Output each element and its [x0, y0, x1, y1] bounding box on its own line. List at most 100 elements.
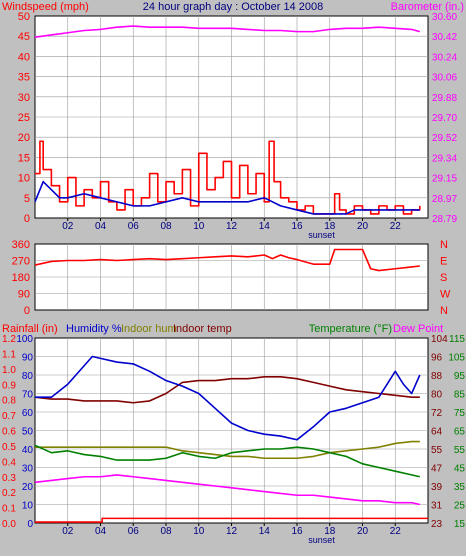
wind-ytick-label-7: 35	[18, 72, 30, 84]
dew-point-title: Dew Point	[393, 323, 443, 335]
wind-ytick-label-2: 10	[18, 173, 30, 185]
wind-xtick-label-4: 10	[193, 221, 205, 232]
baro-ytick-label-0: 28.79	[432, 214, 457, 225]
wind-ytick-label-0: 0	[24, 213, 30, 225]
rain-ytick-label-12: 1.2	[2, 334, 16, 345]
temp-ytick-label-10: 104	[431, 334, 448, 345]
temp-ytick-label-6: 72	[431, 408, 443, 419]
humidity-ytick-label-4: 40	[22, 445, 34, 456]
windspeed-line	[35, 140, 421, 215]
baro-ytick-label-8: 30.24	[432, 52, 457, 63]
wind-left-axis-title: Windspeed (mph)	[2, 1, 89, 13]
direction-ytick-label-0: 0	[24, 305, 30, 317]
temp-ytick-label-4: 55	[431, 445, 443, 456]
compass-label-2: S	[440, 272, 447, 284]
baro-ytick-label-7: 30.06	[432, 73, 457, 84]
compass-label-3: E	[440, 256, 447, 268]
dew-ytick-label-2: 35	[454, 482, 466, 493]
wind-ytick-label-10: 50	[18, 11, 30, 23]
humidity-ytick-label-0: 0	[27, 519, 33, 530]
compass-label-1: W	[440, 289, 451, 301]
dew-ytick-label-4: 55	[454, 445, 466, 456]
dew-ytick-label-3: 45	[454, 464, 466, 475]
temp-ytick-label-3: 47	[431, 464, 443, 475]
temp-xtick-label-1: 04	[95, 526, 107, 537]
compass-label-4: N	[440, 239, 448, 251]
humidity-ytick-label-3: 30	[22, 464, 34, 475]
temp-xtick-label-7: 16	[291, 526, 303, 537]
direction-ytick-label-3: 270	[12, 256, 30, 268]
temp-xtick-label-9: 20	[357, 526, 369, 537]
rain-ytick-label-2: 0.2	[2, 488, 16, 499]
baro-ytick-label-6: 29.88	[432, 93, 457, 104]
humidity-ytick-label-8: 80	[22, 371, 34, 382]
humidity-ytick-label-1: 10	[22, 501, 34, 512]
wind-ytick-label-6: 30	[18, 92, 30, 104]
temp-xtick-label-3: 08	[160, 526, 172, 537]
temp-sunset-label: sunset	[308, 535, 335, 545]
temp-ytick-label-5: 64	[431, 427, 443, 438]
temp-xtick-label-10: 22	[390, 526, 402, 537]
windspeed-avg-line	[34, 180, 420, 215]
dew-ytick-label-5: 65	[454, 427, 466, 438]
rain-ytick-label-1: 0.1	[2, 504, 16, 515]
rain-ytick-label-5: 0.5	[2, 442, 16, 453]
wind-xtick-label-2: 06	[128, 221, 140, 232]
wind-ytick-label-4: 20	[18, 132, 30, 144]
rain-ytick-label-9: 0.9	[2, 380, 16, 391]
rainfall-title: Rainfall (in)	[2, 323, 58, 335]
dew-point-line	[34, 474, 420, 506]
rain-ytick-label-0: 0.0	[2, 519, 16, 530]
direction-ytick-label-4: 360	[12, 239, 30, 251]
compass-label-0: N	[440, 305, 448, 317]
temp-ytick-label-8: 88	[431, 371, 443, 382]
wind-ytick-label-3: 15	[18, 152, 30, 164]
wind-xtick-label-6: 14	[259, 221, 271, 232]
humidity-line	[35, 355, 421, 441]
temp-ytick-label-2: 39	[431, 482, 443, 493]
rain-ytick-label-8: 0.8	[2, 396, 16, 407]
humidity-ytick-label-6: 60	[22, 408, 34, 419]
dew-ytick-label-7: 85	[454, 390, 466, 401]
wind-sunset-label: sunset	[308, 230, 335, 240]
wind-ytick-label-1: 5	[24, 193, 30, 205]
dew-ytick-label-10: 115	[449, 334, 465, 345]
wind-xtick-label-8: 18	[324, 221, 336, 232]
dew-ytick-label-1: 25	[454, 501, 466, 512]
wind-ytick-label-9: 45	[18, 31, 30, 43]
indoor-temp-title: Indoor temp	[173, 323, 232, 335]
humidity-ytick-label-7: 70	[22, 390, 34, 401]
wind-xtick-label-10: 22	[390, 221, 402, 232]
rainfall-line	[35, 517, 428, 523]
chart-title: 24 hour graph day : October 14 2008	[143, 1, 323, 13]
rain-ytick-label-4: 0.4	[2, 457, 16, 468]
wind-xtick-label-9: 20	[357, 221, 369, 232]
indoor-hum-title: Indoor hum	[121, 323, 177, 335]
wind-xtick-label-3: 08	[160, 221, 172, 232]
baro-ytick-label-9: 30.42	[432, 32, 457, 43]
humidity-ytick-label-10: 100	[16, 334, 33, 345]
temp-ytick-label-0: 23	[431, 519, 443, 530]
temp-xtick-label-2: 06	[128, 526, 140, 537]
humidity-ytick-label-5: 50	[22, 427, 34, 438]
temp-ytick-label-7: 80	[431, 390, 443, 401]
wind-xtick-label-0: 02	[62, 221, 74, 232]
indoor-hum-line	[35, 440, 420, 460]
rain-ytick-label-7: 0.7	[2, 411, 16, 422]
dew-ytick-label-8: 95	[454, 371, 466, 382]
temperature-title: Temperature (°F)	[309, 323, 392, 335]
rain-ytick-label-6: 0.6	[2, 427, 16, 438]
indoor-temp-line	[34, 376, 420, 404]
barometer-line	[34, 25, 421, 38]
direction-ytick-label-1: 90	[18, 289, 30, 301]
rain-ytick-label-3: 0.3	[2, 473, 16, 484]
wind-ytick-label-8: 40	[18, 51, 30, 63]
baro-ytick-label-1: 28.97	[432, 194, 457, 205]
dew-ytick-label-0: 15	[454, 519, 466, 530]
wind-xtick-label-5: 12	[226, 221, 238, 232]
direction-ytick-label-2: 180	[12, 272, 30, 284]
direction-line	[34, 248, 420, 272]
humidity-title: Humidity %	[66, 323, 122, 335]
